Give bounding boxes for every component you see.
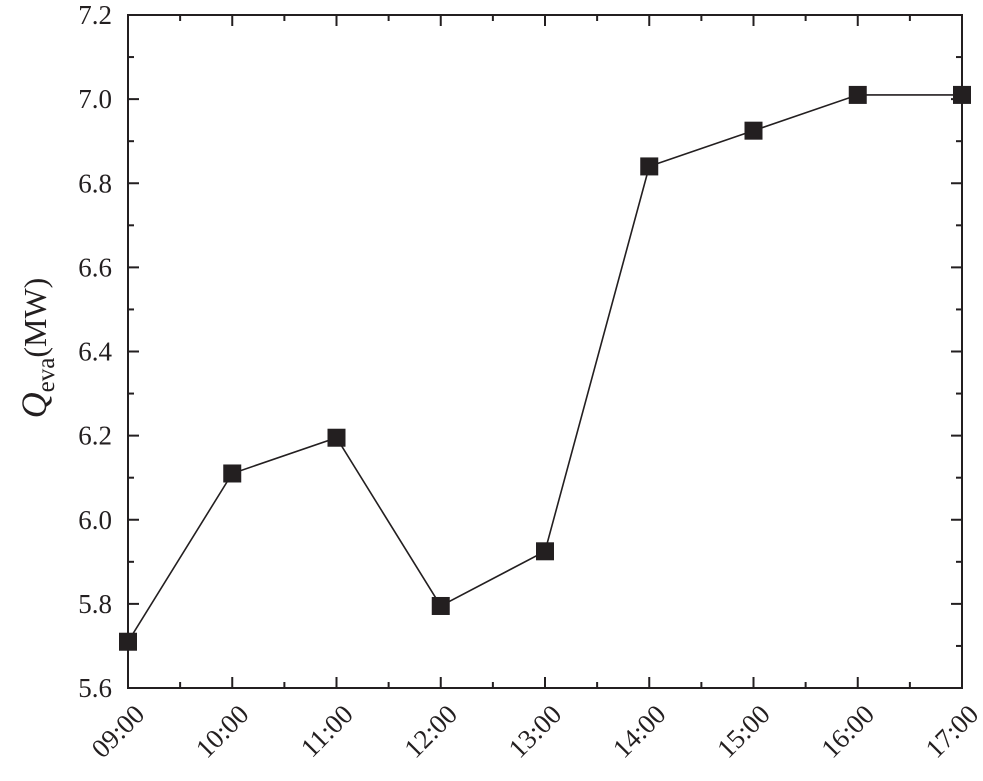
y-tick-label: 6.8 xyxy=(78,168,112,198)
x-tick-label: 13:00 xyxy=(503,699,568,764)
y-tick-label: 5.8 xyxy=(78,589,112,619)
y-axis-subscript: eva xyxy=(33,358,60,393)
data-point xyxy=(640,157,659,176)
y-tick-label: 5.6 xyxy=(78,673,112,703)
x-tick-label: 17:00 xyxy=(920,699,983,764)
x-tick-label: 09:00 xyxy=(86,699,151,764)
x-tick-label: 10:00 xyxy=(190,699,255,764)
x-tick-label: 14:00 xyxy=(607,699,672,764)
y-axis-symbol: Q xyxy=(14,392,54,418)
x-tick-label: 15:00 xyxy=(711,699,776,764)
x-tick-label: 12:00 xyxy=(398,699,463,764)
x-tick-label: 16:00 xyxy=(815,699,880,764)
data-point xyxy=(953,85,971,104)
y-tick-label: 7.2 xyxy=(78,0,112,30)
y-tick-label: 6.4 xyxy=(78,337,112,367)
data-point xyxy=(119,632,137,651)
plot-frame xyxy=(127,14,963,689)
y-tick-label: 6.6 xyxy=(78,252,112,282)
y-axis-title: Qeva(MW) xyxy=(14,278,60,419)
data-point xyxy=(431,596,450,615)
data-point xyxy=(848,85,867,104)
x-tick-label: 11:00 xyxy=(295,699,359,763)
y-tick-label: 6.0 xyxy=(78,505,112,535)
data-point xyxy=(223,464,242,483)
y-tick-label: 6.2 xyxy=(78,421,112,451)
y-tick-label: 7.0 xyxy=(78,84,112,114)
data-point xyxy=(327,428,346,447)
data-point xyxy=(744,121,763,140)
plot-area: 5.6 5.8 6.0 6.2 6.4 6.6 6.8 7.0 7.2 09:00 10:00 11:… xyxy=(78,0,983,764)
data-point xyxy=(536,542,554,561)
svg-text:Qeva(MW): Qeva(MW) xyxy=(14,278,60,419)
y-axis-unit: (MW) xyxy=(17,278,53,358)
